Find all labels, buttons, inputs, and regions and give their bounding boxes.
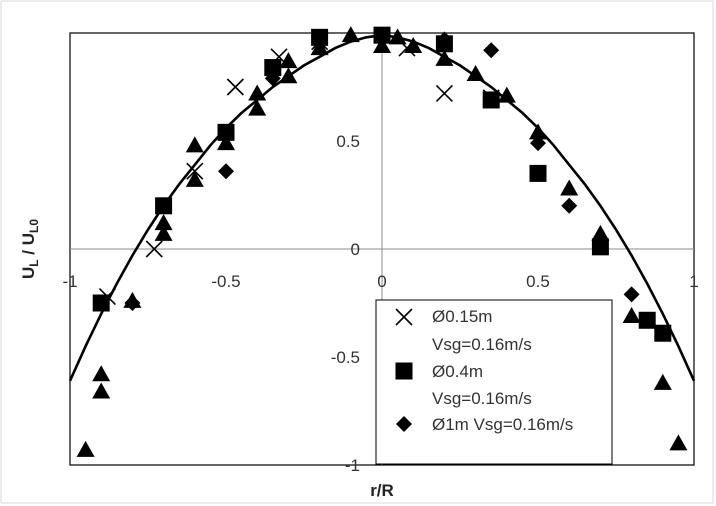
series-4-triangle-point xyxy=(622,306,641,323)
series-4-triangle-point xyxy=(388,28,407,45)
x-tick-label: -0.5 xyxy=(211,272,240,291)
legend-entry-2-line1: Ø0.4m xyxy=(432,362,483,381)
legend: Ø0.15m Vsg=0.16m/s Ø0.4m Vsg=0.16m/s Ø1m… xyxy=(375,299,613,465)
x-tick-label: -1 xyxy=(62,272,77,291)
series-1-x-point xyxy=(226,78,244,96)
y-tick-label: -0.5 xyxy=(331,348,360,367)
legend-entry-1-line1: Ø0.15m xyxy=(432,307,492,326)
data-markers xyxy=(76,26,688,457)
series-4-triangle-point xyxy=(123,291,142,308)
y-axis-label-sub2: L0 xyxy=(27,219,41,233)
series-4-triangle-point xyxy=(529,123,547,140)
series-2-square-point xyxy=(638,311,656,329)
series-4-triangle-point xyxy=(310,39,329,56)
series-2-square-point xyxy=(155,197,173,215)
series-4-triangle-point xyxy=(92,365,111,382)
series-3-diamond-point xyxy=(623,286,640,303)
x-tick-label: 0.5 xyxy=(526,272,550,291)
series-3-diamond-point xyxy=(483,42,500,59)
series-2-square-point xyxy=(217,123,235,141)
legend-entry-2-line2: Vsg=0.16m/s xyxy=(432,389,532,408)
x-axis-label: r/R xyxy=(370,481,394,500)
series-4-triangle-point xyxy=(341,26,360,43)
x-tick-labels: -1 -0.5 0 0.5 1 xyxy=(62,272,698,291)
series-2-square-point xyxy=(92,294,110,312)
series-4-triangle-point xyxy=(669,434,688,451)
series-4-triangle-point xyxy=(279,52,298,69)
series-4-triangle-point xyxy=(497,86,516,103)
series-4-triangle-point xyxy=(591,224,610,241)
y-tick-label: -1 xyxy=(345,456,360,475)
series-2-square-point xyxy=(264,59,282,77)
series-4-triangle-point xyxy=(154,224,173,241)
series-2-square-point xyxy=(311,28,329,46)
series-1-x-point xyxy=(435,84,453,103)
series-4-triangle-point xyxy=(185,170,204,187)
legend-x-icon xyxy=(395,308,413,326)
y-axis-label: UL / UL0 xyxy=(19,219,41,279)
series-2-square-point xyxy=(654,324,672,342)
legend-box xyxy=(375,299,613,465)
series-4-triangle-point xyxy=(404,36,423,53)
legend-entry-1-line2: Vsg=0.16m/s xyxy=(432,335,532,354)
series-4-triangle-point xyxy=(560,179,579,196)
legend-symbols xyxy=(395,308,413,432)
legend-diamond-icon xyxy=(396,416,412,432)
series-1-x-point xyxy=(145,240,163,258)
series-4-triangle-point xyxy=(373,36,391,53)
series-3-diamond-point xyxy=(264,70,281,87)
legend-square-icon xyxy=(395,362,413,380)
series-4-triangle-point xyxy=(185,136,204,153)
series-3-diamond-point xyxy=(436,31,453,48)
series-2-square-point xyxy=(529,164,547,182)
legend-entry-3-line1: Ø1m Vsg=0.16m/s xyxy=(432,415,573,434)
series-4-triangle-point xyxy=(653,373,672,390)
series-4-triangle-point xyxy=(466,65,485,82)
series-4-triangle-point xyxy=(217,134,235,151)
series-3-diamond-point xyxy=(218,163,234,180)
series-3-diamond-point xyxy=(561,197,578,214)
series-4-triangle-point xyxy=(248,84,267,101)
y-axis-label-sub1: L xyxy=(27,259,41,266)
series-4-triangle-point xyxy=(279,67,298,84)
y-axis-label-main: U xyxy=(19,267,38,279)
x-tick-label: 1 xyxy=(689,272,698,291)
series-2-square-point xyxy=(482,91,500,109)
series-4-triangle-point xyxy=(92,382,111,399)
series-4-triangle-point xyxy=(435,49,454,66)
series-4-triangle-point xyxy=(248,99,267,116)
y-axis-label-sep: / U xyxy=(19,233,38,259)
y-tick-labels: -1 -0.5 0 0.5 xyxy=(331,132,360,475)
y-tick-label: 0.5 xyxy=(336,132,360,151)
series-4-triangle-point xyxy=(154,214,173,231)
series-4-triangle-point xyxy=(76,440,95,457)
y-tick-label: 0 xyxy=(351,240,360,259)
x-tick-label: 0 xyxy=(377,272,386,291)
